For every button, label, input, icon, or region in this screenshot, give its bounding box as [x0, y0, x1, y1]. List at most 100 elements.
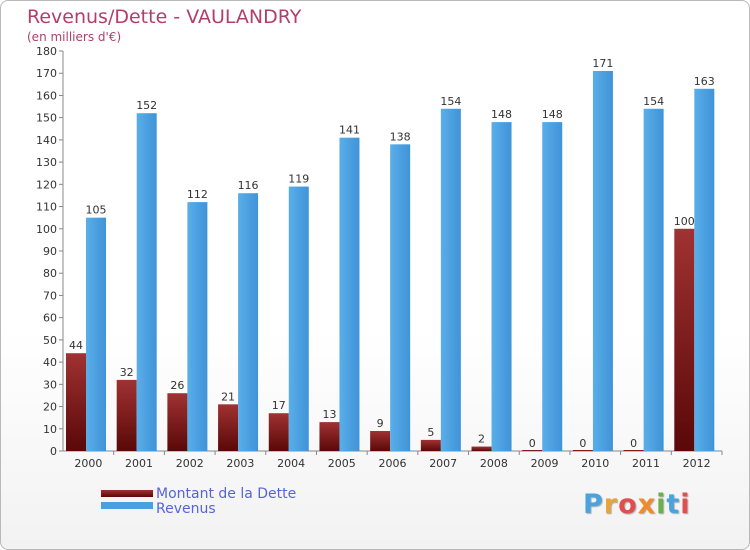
y-tick-label: 180 [36, 45, 57, 58]
logo-letter: o [618, 489, 638, 520]
y-tick-label: 10 [43, 423, 57, 436]
x-tick-label: 2011 [632, 457, 660, 470]
x-tick-label: 2001 [125, 457, 153, 470]
y-tick-label: 170 [36, 67, 57, 80]
y-tick-label: 160 [36, 89, 57, 102]
data-label: 26 [170, 379, 184, 392]
data-label: 105 [86, 204, 107, 217]
data-label: 5 [427, 426, 434, 439]
data-label: 141 [339, 124, 360, 137]
bar-revenus [136, 113, 157, 451]
data-label: 148 [542, 108, 563, 121]
data-label: 154 [643, 95, 664, 108]
y-tick-label: 60 [43, 312, 57, 325]
data-label: 148 [491, 108, 512, 121]
data-label: 163 [694, 75, 715, 88]
y-tick-label: 30 [43, 378, 57, 391]
data-label: 32 [120, 366, 134, 379]
bar-revenus [187, 202, 208, 451]
bar-revenus [390, 144, 411, 452]
legend-label-debt: Montant de la Dette [156, 486, 297, 502]
bar-dette [674, 228, 695, 451]
y-tick-label: 20 [43, 401, 57, 414]
data-label: 9 [377, 417, 384, 430]
x-tick-label: 2002 [176, 457, 204, 470]
bar-revenus [440, 108, 461, 452]
bar-dette [623, 450, 644, 451]
bar-dette [471, 446, 492, 451]
data-label: 0 [529, 437, 536, 450]
chart-subtitle: (en milliers d'€) [27, 30, 122, 44]
logo-letter: P [583, 489, 604, 520]
x-tick-label: 2006 [379, 457, 407, 470]
y-tick-label: 100 [36, 223, 57, 236]
bar-dette [218, 404, 239, 451]
chart-title: Revenus/Dette - VAULANDRY [27, 6, 302, 28]
legend-swatch-revenus [101, 502, 153, 509]
y-tick-label: 90 [43, 245, 57, 258]
bar-dette [420, 439, 441, 451]
bar-revenus [339, 137, 360, 451]
logo-letter: x [637, 489, 657, 520]
data-label: 0 [579, 437, 586, 450]
bar-revenus [288, 186, 309, 452]
data-label: 0 [630, 437, 637, 450]
data-label: 44 [69, 339, 83, 352]
bar-dette [66, 353, 86, 451]
y-tick-label: 80 [43, 267, 57, 280]
y-tick-label: 140 [36, 134, 57, 147]
x-tick-label: 2005 [328, 457, 356, 470]
data-label: 138 [390, 130, 411, 143]
bar-dette [116, 379, 137, 451]
y-tick-label: 150 [36, 112, 57, 125]
data-label: 152 [136, 99, 157, 112]
bar-revenus [238, 193, 259, 451]
bar-revenus [643, 108, 664, 452]
data-label: 100 [674, 215, 695, 228]
bar-revenus [542, 122, 563, 451]
y-tick-label: 110 [36, 201, 57, 214]
bar-revenus [86, 217, 106, 451]
data-label: 2 [478, 433, 485, 446]
data-label: 112 [187, 188, 208, 201]
legend-label-revenus: Revenus [156, 501, 216, 517]
y-tick-label: 120 [36, 178, 57, 191]
bar-revenus [592, 71, 613, 451]
data-label: 154 [440, 95, 461, 108]
logo-letter: i [656, 489, 667, 520]
legend-swatch-debt [101, 490, 153, 497]
bar-revenus [694, 88, 715, 452]
x-tick-label: 2008 [480, 457, 508, 470]
x-tick-label: 2010 [581, 457, 609, 470]
x-tick-label: 2000 [74, 457, 102, 470]
logo-letter: t [666, 489, 681, 520]
x-tick-label: 2012 [683, 457, 711, 470]
bar-revenus [491, 122, 512, 451]
logo-letter: i [680, 489, 691, 520]
x-tick-label: 2009 [531, 457, 559, 470]
y-tick-label: 0 [50, 445, 57, 458]
x-tick-label: 2003 [226, 457, 254, 470]
y-tick-label: 50 [43, 334, 57, 347]
data-label: 119 [288, 173, 309, 186]
y-tick-label: 130 [36, 156, 57, 169]
bar-dette [522, 450, 543, 451]
x-tick-label: 2007 [429, 457, 457, 470]
y-tick-label: 40 [43, 356, 57, 369]
y-tick-label: 70 [43, 289, 57, 302]
bar-dette [572, 450, 593, 451]
bar-dette [268, 413, 289, 451]
logo-letter: r [603, 489, 619, 520]
x-tick-label: 2004 [277, 457, 305, 470]
bar-dette [319, 422, 340, 451]
bar-dette [167, 393, 188, 451]
bar-dette [370, 431, 391, 451]
proxiti-logo: Proxiti [583, 489, 691, 520]
data-label: 13 [322, 408, 336, 421]
data-label: 171 [592, 57, 613, 70]
data-label: 17 [272, 399, 286, 412]
data-label: 21 [221, 390, 235, 403]
data-label: 116 [238, 179, 259, 192]
